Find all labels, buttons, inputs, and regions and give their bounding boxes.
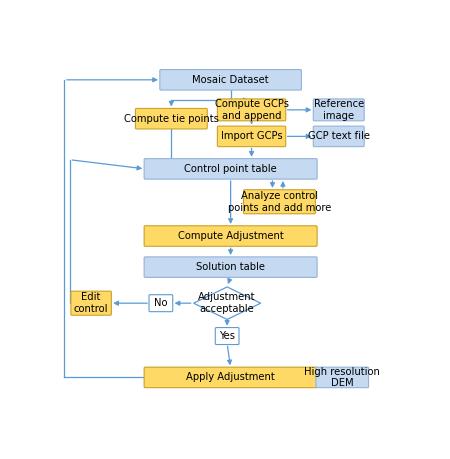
FancyBboxPatch shape <box>71 291 111 315</box>
Text: Import GCPs: Import GCPs <box>221 131 282 141</box>
Text: Adjustment
acceptable: Adjustment acceptable <box>198 292 256 314</box>
Text: No: No <box>154 298 167 308</box>
Text: Analyze control
points and add more: Analyze control points and add more <box>228 191 331 213</box>
FancyBboxPatch shape <box>313 99 364 121</box>
FancyBboxPatch shape <box>217 126 286 146</box>
Text: Edit
control: Edit control <box>74 292 108 314</box>
FancyBboxPatch shape <box>144 159 317 179</box>
FancyBboxPatch shape <box>313 126 364 146</box>
FancyBboxPatch shape <box>160 70 302 90</box>
Text: GCP text file: GCP text file <box>308 131 370 141</box>
Text: Compute Adjustment: Compute Adjustment <box>178 231 284 241</box>
Text: Apply Adjustment: Apply Adjustment <box>186 372 275 382</box>
Text: Compute tie points: Compute tie points <box>124 114 219 123</box>
FancyBboxPatch shape <box>217 99 286 121</box>
FancyBboxPatch shape <box>144 226 317 246</box>
Text: Solution table: Solution table <box>196 262 265 272</box>
Text: Control point table: Control point table <box>184 164 277 174</box>
FancyBboxPatch shape <box>243 190 315 214</box>
FancyBboxPatch shape <box>316 367 369 388</box>
FancyBboxPatch shape <box>135 108 207 129</box>
FancyBboxPatch shape <box>144 257 317 277</box>
Text: Reference
image: Reference image <box>314 99 364 121</box>
Text: Yes: Yes <box>219 331 235 341</box>
Text: Compute GCPs
and append: Compute GCPs and append <box>215 99 288 121</box>
FancyBboxPatch shape <box>144 367 317 388</box>
Text: Mosaic Dataset: Mosaic Dataset <box>192 75 269 85</box>
Text: High resolution
DEM: High resolution DEM <box>304 367 380 388</box>
